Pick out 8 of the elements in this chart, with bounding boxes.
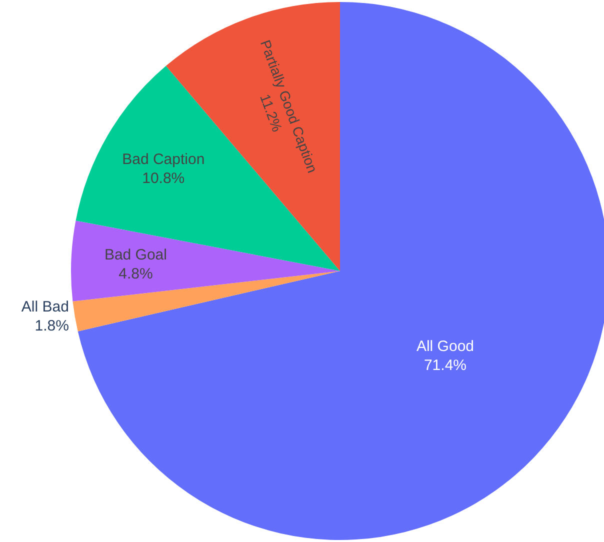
- slice-label: All Bad: [21, 298, 69, 316]
- slice-label: All Good: [416, 338, 474, 355]
- slice-label: Bad Caption: [122, 151, 205, 168]
- data-label: 4.8%: [118, 265, 153, 282]
- data-label: 1.8%: [34, 317, 69, 334]
- data-label: 71.4%: [424, 356, 467, 374]
- data-label: 10.8%: [142, 170, 185, 188]
- slice-label: Bad Goal: [104, 246, 167, 264]
